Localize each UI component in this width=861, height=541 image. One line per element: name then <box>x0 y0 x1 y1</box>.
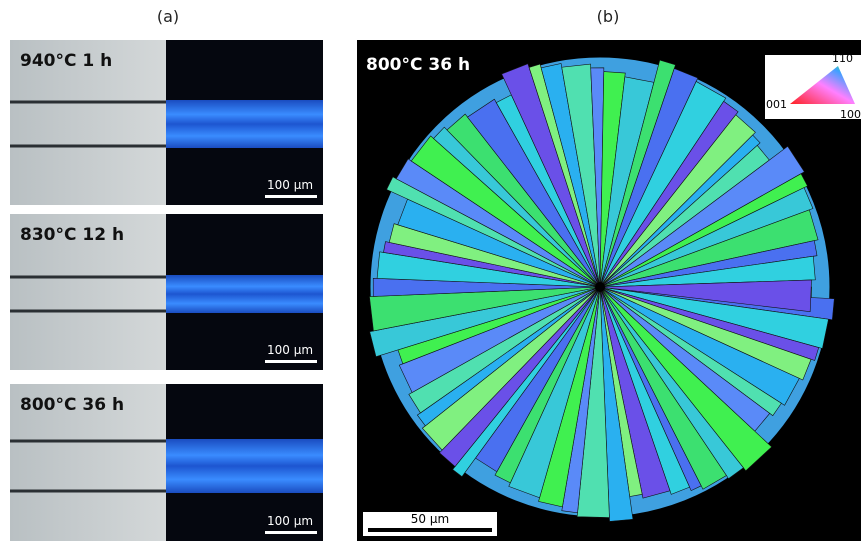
fiber-wall <box>10 310 166 313</box>
scale-bar-label: 50 μm <box>411 512 449 526</box>
fiber-wall <box>10 145 166 148</box>
scale-bar <box>368 528 492 532</box>
panel-label: (a) <box>157 7 179 26</box>
scale-bar-label: 100 μm <box>267 178 313 192</box>
scale-bar-label: 100 μm <box>267 514 313 528</box>
scale-bar <box>265 195 317 198</box>
sample-label: 830°C 12 h <box>20 225 124 245</box>
scale-bar-label: 100 μm <box>267 343 313 357</box>
fiber-wall <box>10 276 166 279</box>
panel-label: (b) <box>597 7 620 26</box>
fluorescence-band <box>166 100 323 148</box>
legend-label: 110 <box>832 52 853 65</box>
sample-label: 800°C 36 h <box>20 395 124 415</box>
legend-label: 001 <box>766 98 787 111</box>
scale-bar <box>265 360 317 363</box>
sample-label: 940°C 1 h <box>20 51 112 71</box>
figure: (a) (b) 940°C 1 h 100 μm 830°C 12 h 100 μm 8… <box>0 0 861 541</box>
scale-bar <box>265 531 317 534</box>
center-void <box>595 282 605 292</box>
fiber-wall <box>10 440 166 443</box>
legend-label: 100 <box>840 108 861 121</box>
fiber-wall <box>10 490 166 493</box>
fluorescence-band <box>166 439 323 493</box>
fiber-wall <box>10 101 166 104</box>
fluorescence-band <box>166 275 323 313</box>
sample-label: 800°C 36 h <box>366 55 470 75</box>
